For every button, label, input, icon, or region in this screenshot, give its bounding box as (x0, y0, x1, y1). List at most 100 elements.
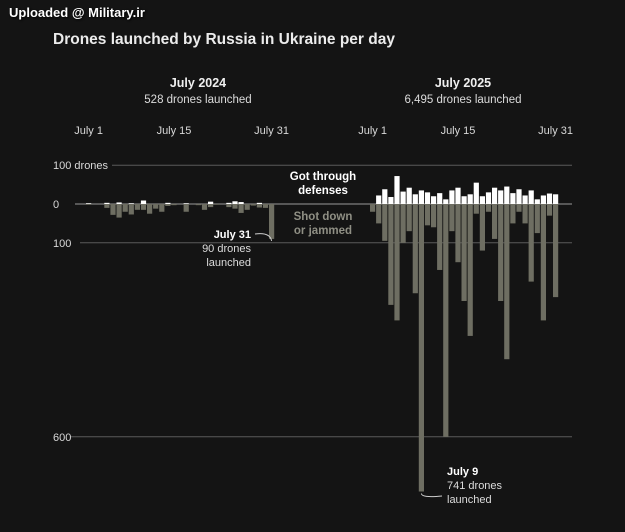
bar-got-through (424, 192, 431, 204)
bar-shot-down (443, 204, 449, 437)
bar-shot-down (418, 204, 424, 492)
bar-shot-down (498, 204, 504, 301)
bar-got-through (116, 202, 122, 204)
bar-shot-down (262, 204, 269, 208)
bar-shot-down (208, 204, 214, 208)
bar-got-through (400, 191, 406, 204)
annotation-connector (254, 233, 273, 242)
bar-got-through (540, 195, 546, 204)
bar-got-through (443, 199, 449, 204)
bar-shot-down (238, 204, 244, 213)
bar-got-through (412, 194, 418, 204)
bar-shot-down (232, 204, 238, 209)
bar-shot-down (522, 204, 528, 224)
bar-shot-down (534, 204, 540, 234)
bar-got-through (504, 186, 510, 204)
annotation-july-9-2025: July 9 741 drones launched (447, 466, 503, 506)
bar-got-through (104, 202, 110, 204)
bar-shot-down (400, 204, 406, 243)
bar-shot-down (540, 204, 546, 321)
bar-got-through (437, 193, 443, 204)
bar-shot-down (244, 204, 250, 210)
bar-shot-down (437, 204, 443, 270)
bar-got-through (128, 203, 134, 204)
bar-got-through (516, 189, 522, 204)
bar-shot-down (226, 204, 232, 208)
bar-got-through (498, 190, 504, 204)
bar-got-through (394, 176, 400, 204)
series-label-got-through: Got through defenses (290, 171, 356, 197)
bar-got-through (418, 190, 424, 204)
x-tick-label: July 15 (441, 125, 476, 137)
bar-shot-down (479, 204, 485, 251)
x-tick-label: July 31 (254, 125, 289, 137)
period-2024-total: 528 drones launched (144, 94, 252, 106)
bar-got-through (534, 199, 540, 204)
bar-shot-down (510, 204, 516, 224)
bar-shot-down (183, 204, 189, 212)
bar-got-through (479, 196, 485, 204)
bar-shot-down (449, 204, 455, 232)
bar-shot-down (256, 204, 262, 208)
x-tick-label: July 1 (74, 125, 103, 137)
bar-shot-down (473, 204, 479, 214)
bar-shot-down (171, 204, 177, 206)
bar-got-through (238, 202, 244, 204)
bar-shot-down (159, 204, 165, 212)
bar-shot-down (382, 204, 388, 241)
bar-shot-down (86, 204, 92, 205)
bar-got-through (528, 190, 534, 204)
bar-shot-down (110, 204, 116, 215)
bar-got-through (226, 202, 232, 204)
bar-got-through (165, 202, 171, 204)
y-tick-label: 0 (53, 199, 59, 211)
bar-shot-down (165, 204, 171, 206)
bar-got-through (256, 202, 262, 204)
bar-shot-down (195, 204, 201, 206)
bar-shot-down (201, 204, 208, 210)
bar-shot-down (461, 204, 467, 301)
x-tick-label: July 1 (358, 125, 387, 137)
annotation-july-31-2024: July 31 90 drones launched (202, 229, 251, 269)
bar-shot-down (424, 204, 431, 226)
bar-shot-down (376, 204, 382, 224)
bar-got-through (406, 187, 412, 204)
bar-shot-down (269, 204, 275, 239)
period-2024-title: July 2024 (169, 76, 227, 90)
bar-got-through (546, 193, 553, 204)
y-tick-label: 100 drones (53, 160, 109, 172)
bar-shot-down (116, 204, 122, 218)
bar-shot-down (431, 204, 437, 228)
bar-got-through (449, 190, 455, 204)
bar-shot-down (546, 204, 553, 216)
period-2025-total: 6,495 drones launched (404, 94, 522, 106)
bar-got-through (485, 192, 492, 204)
bar-got-through (388, 197, 394, 204)
bar-shot-down (412, 204, 418, 294)
bar-shot-down (122, 204, 128, 212)
bar-shot-down (250, 204, 256, 206)
bar-got-through (461, 196, 467, 204)
bar-shot-down (455, 204, 461, 263)
bar-got-through (467, 194, 473, 204)
bar-got-through (510, 193, 516, 204)
bar-shot-down (504, 204, 510, 360)
bar-got-through (431, 196, 437, 204)
y-tick-label: 100 (53, 238, 71, 250)
bar-shot-down (153, 204, 159, 209)
bar-got-through (232, 201, 238, 204)
bar-shot-down (147, 204, 153, 214)
bar-shot-down (516, 204, 522, 212)
bar-shot-down (214, 204, 220, 205)
bar-shot-down (492, 204, 498, 239)
bar-got-through (140, 200, 147, 204)
bar-got-through (208, 201, 214, 204)
bar-shot-down (467, 204, 473, 336)
bar-got-through (382, 189, 388, 204)
x-tick-label: July 31 (538, 125, 573, 137)
bar-shot-down (370, 204, 376, 212)
bar-shot-down (388, 204, 394, 305)
bar-shot-down (104, 204, 110, 208)
